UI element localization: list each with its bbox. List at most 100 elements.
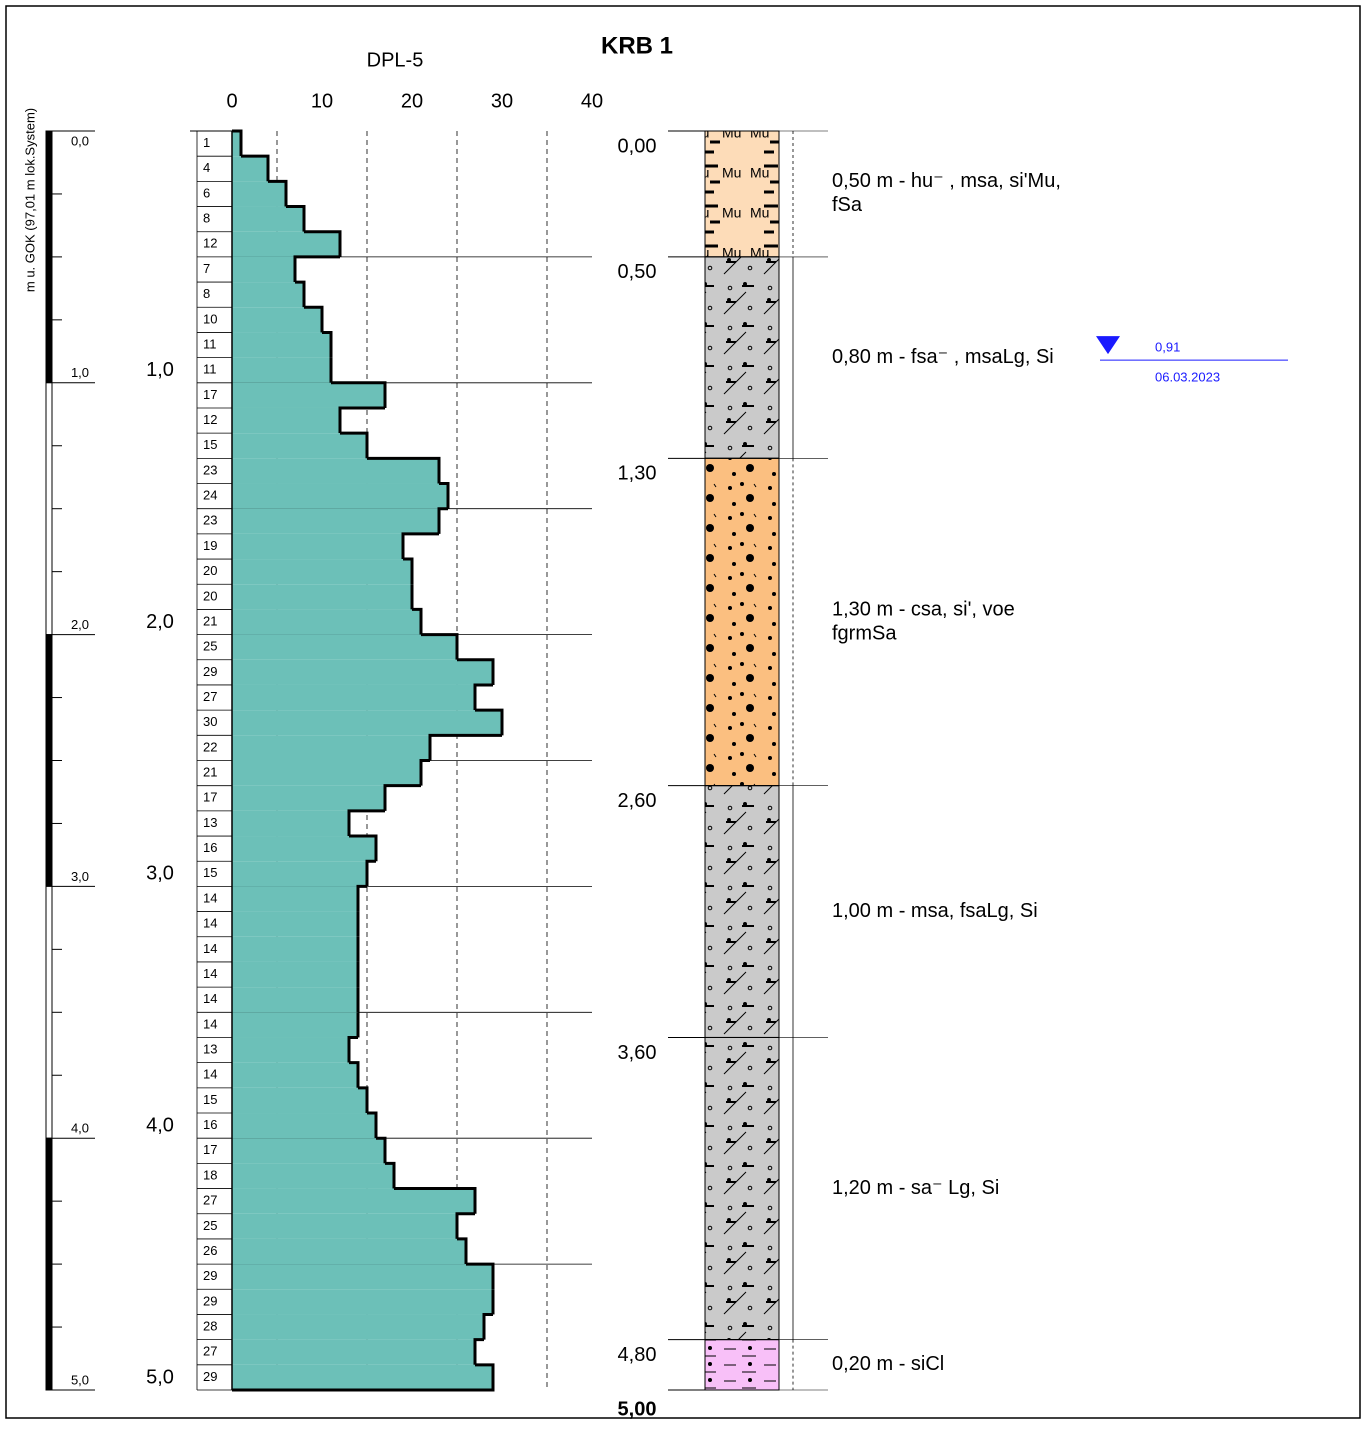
step-area bbox=[232, 886, 358, 911]
layer-pattern bbox=[705, 458, 779, 785]
step-area bbox=[232, 559, 412, 584]
blow-count: 14 bbox=[203, 916, 217, 931]
blow-count: 14 bbox=[203, 1016, 217, 1031]
blow-count: 16 bbox=[203, 1117, 217, 1132]
layer-pattern bbox=[705, 1037, 779, 1339]
depth-bar-segment bbox=[46, 383, 52, 635]
step-area bbox=[232, 1063, 358, 1088]
step-area bbox=[232, 861, 367, 886]
blow-count: 7 bbox=[203, 261, 210, 276]
depth-label-large: 5,0 bbox=[146, 1366, 174, 1388]
step-area bbox=[232, 962, 358, 987]
step-area bbox=[232, 1113, 376, 1138]
blow-count: 26 bbox=[203, 1243, 217, 1258]
blow-count: 14 bbox=[203, 966, 217, 981]
step-area bbox=[232, 761, 421, 786]
step-outline bbox=[475, 685, 493, 710]
depth-label-large: 3,0 bbox=[146, 863, 174, 885]
blow-count: 15 bbox=[203, 437, 217, 452]
blow-count: 13 bbox=[203, 1042, 217, 1057]
step-outline bbox=[430, 735, 502, 760]
blow-count: 15 bbox=[203, 1092, 217, 1107]
blow-count: 15 bbox=[203, 865, 217, 880]
step-outline bbox=[295, 257, 340, 282]
boundary-label: 1,30 bbox=[618, 463, 657, 485]
step-area bbox=[232, 1037, 349, 1062]
blow-count: 23 bbox=[203, 462, 217, 477]
blow-count: 8 bbox=[203, 286, 210, 301]
step-area bbox=[232, 181, 286, 206]
water-date: 06.03.2023 bbox=[1155, 370, 1220, 385]
step-area bbox=[232, 1314, 484, 1339]
blow-count: 10 bbox=[203, 311, 217, 326]
step-area bbox=[232, 584, 412, 609]
step-area bbox=[232, 836, 376, 861]
step-area bbox=[232, 408, 340, 433]
depth-axis-label: m u. GOK (97,01 m lok.System) bbox=[22, 108, 37, 292]
depth-bar-segment bbox=[46, 635, 52, 887]
depth-label-large: 2,0 bbox=[146, 611, 174, 633]
blow-count: 16 bbox=[203, 840, 217, 855]
step-area bbox=[232, 534, 403, 559]
step-area bbox=[232, 458, 439, 483]
depth-label-large: 4,0 bbox=[146, 1114, 174, 1136]
step-outline bbox=[358, 886, 367, 911]
water-triangle bbox=[1096, 336, 1120, 354]
depth-tick-label: 3,0 bbox=[71, 869, 89, 884]
blow-count: 25 bbox=[203, 639, 217, 654]
step-area bbox=[232, 660, 493, 685]
step-area bbox=[232, 1138, 385, 1163]
boundary-label: 2,60 bbox=[618, 790, 657, 812]
x-tick-label: 10 bbox=[311, 90, 333, 112]
blow-count: 8 bbox=[203, 211, 210, 226]
layer-description: 0,50 m - hu⁻ , msa, si'Mu, bbox=[832, 170, 1061, 192]
step-area bbox=[232, 1189, 475, 1214]
step-area bbox=[232, 358, 331, 383]
blow-count: 24 bbox=[203, 488, 217, 503]
step-area bbox=[232, 156, 268, 181]
layer-description: 0,80 m - fsa⁻ , msaLg, Si bbox=[832, 346, 1054, 368]
step-area bbox=[232, 332, 331, 357]
blow-count: 25 bbox=[203, 1218, 217, 1233]
x-tick-label: 20 bbox=[401, 90, 423, 112]
step-outline bbox=[403, 534, 439, 559]
boundary-label: 4,80 bbox=[618, 1344, 657, 1366]
boundary-label: 0,00 bbox=[618, 135, 657, 157]
blow-count: 28 bbox=[203, 1318, 217, 1333]
step-area bbox=[232, 635, 457, 660]
blow-count: 14 bbox=[203, 991, 217, 1006]
layer-description: fgrmSa bbox=[832, 622, 897, 644]
blow-count: 17 bbox=[203, 1142, 217, 1157]
boundary-label: 5,00 bbox=[618, 1398, 657, 1420]
blow-count: 11 bbox=[203, 362, 217, 377]
water-depth: 0,91 bbox=[1155, 340, 1180, 355]
depth-tick-label: 0,0 bbox=[71, 133, 89, 148]
layer-pattern bbox=[705, 786, 779, 1038]
step-area bbox=[232, 1214, 457, 1239]
step-area bbox=[232, 1264, 493, 1289]
step-area bbox=[232, 710, 502, 735]
step-area bbox=[232, 987, 358, 1012]
depth-label-large: 1,0 bbox=[146, 359, 174, 381]
layer-pattern bbox=[705, 131, 779, 257]
step-outline bbox=[349, 1037, 358, 1062]
layer-description: 0,20 m - siCl bbox=[832, 1353, 944, 1375]
step-area bbox=[232, 1012, 358, 1037]
blow-count: 21 bbox=[203, 765, 217, 780]
layer-description: fSa bbox=[832, 194, 863, 216]
step-area bbox=[232, 257, 295, 282]
blow-count: 12 bbox=[203, 236, 217, 251]
blow-count: 21 bbox=[203, 613, 217, 628]
depth-tick-label: 4,0 bbox=[71, 1121, 89, 1136]
blow-count: 12 bbox=[203, 412, 217, 427]
step-area bbox=[232, 383, 385, 408]
blow-count: 18 bbox=[203, 1167, 217, 1182]
blow-count: 30 bbox=[203, 714, 217, 729]
blow-count: 6 bbox=[203, 185, 210, 200]
layer-pattern bbox=[705, 1340, 779, 1390]
layer-description: 1,00 m - msa, fsaLg, Si bbox=[832, 900, 1038, 922]
depth-bar-segment bbox=[46, 886, 52, 1138]
step-area bbox=[232, 937, 358, 962]
x-tick-label: 40 bbox=[581, 90, 603, 112]
blow-count: 19 bbox=[203, 538, 217, 553]
